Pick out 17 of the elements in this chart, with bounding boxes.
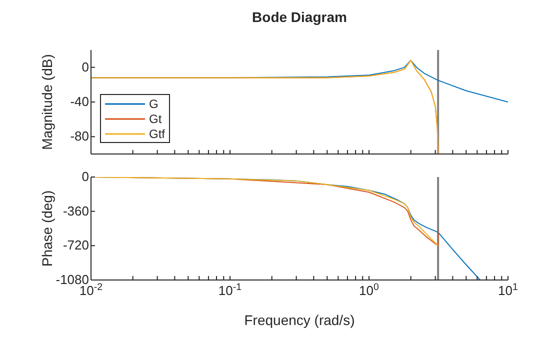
- legend-label: G: [149, 96, 158, 110]
- y-tick-label: -360: [62, 203, 89, 218]
- y-tick-label: 0: [82, 169, 89, 184]
- y-axis-title: Phase (deg): [38, 190, 55, 267]
- y-tick-label: -1080: [56, 272, 89, 287]
- y-tick-label: 0: [82, 59, 89, 74]
- x-tick-label: 10$^{1}$: [498, 282, 518, 298]
- chart-title: Bode Diagram: [251, 9, 348, 25]
- x-tick-label: 10$^{0}$: [359, 282, 380, 298]
- y-axis-title: Magnitude (dB): [38, 54, 55, 150]
- legend-label: Gt: [149, 112, 162, 126]
- y-tick-label: -40: [70, 94, 89, 109]
- legend-label: Gtf: [149, 126, 166, 140]
- x-tick-label: 10$^{-1}$: [218, 282, 242, 298]
- y-tick-label: -80: [70, 128, 89, 144]
- y-tick-label: -720: [62, 238, 89, 253]
- x-axis-title: Frequency (rad/s): [244, 312, 355, 328]
